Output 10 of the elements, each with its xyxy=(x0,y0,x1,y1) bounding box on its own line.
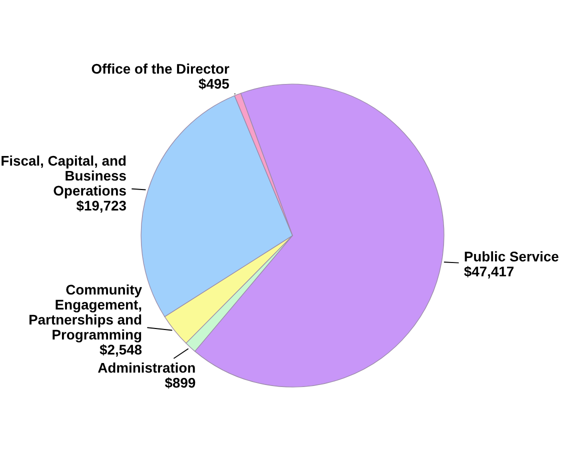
data-label: $19,723 xyxy=(76,200,126,213)
data-label: $899 xyxy=(164,377,196,389)
slice-label: Administration xyxy=(98,362,195,373)
data-label: $2,548 xyxy=(100,344,142,357)
slice-label: Community Engagement, Partnerships and Programming xyxy=(30,284,142,342)
data-label: $495 xyxy=(198,78,229,90)
data-label: $47,417 xyxy=(464,266,514,278)
slice-label: Office of the Director xyxy=(92,64,230,74)
slice-label: Public Service xyxy=(464,251,558,262)
slice-label: Fiscal, Capital, and Business Operations xyxy=(2,156,126,198)
